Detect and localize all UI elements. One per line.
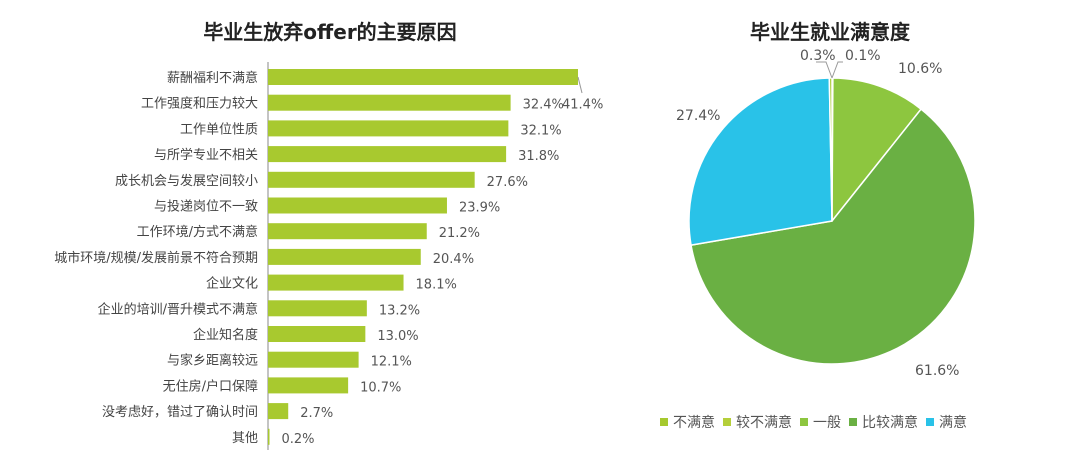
category-label: 无住房/户口保障 — [163, 378, 258, 394]
pie-chart: 0.1% 10.6% 61.6% 27.4% 0.3% — [676, 48, 976, 379]
bar — [268, 248, 421, 265]
bar — [268, 351, 359, 368]
legend-item: 比较满意 — [849, 412, 918, 432]
category-label: 城市环境/规模/发展前景不符合预期 — [54, 250, 258, 266]
data-label: 13.0% — [377, 329, 418, 344]
data-label: 41.4% — [562, 98, 603, 113]
data-label: 18.1% — [416, 278, 457, 293]
slice-label: 0.3% — [800, 48, 836, 64]
legend-swatch — [849, 418, 857, 426]
pie-slice — [690, 108, 976, 365]
leader-line — [816, 61, 833, 79]
bar-chart-title: 毕业生放弃offer的主要原因 — [203, 20, 457, 44]
data-label: 27.6% — [487, 175, 528, 190]
data-label: 21.2% — [439, 226, 480, 241]
bar — [268, 94, 511, 111]
data-label: 13.2% — [379, 303, 420, 318]
bar — [268, 146, 507, 163]
leader-line — [577, 76, 583, 94]
bar — [268, 171, 475, 188]
category-label: 与家乡距离较远 — [167, 353, 258, 369]
data-label: 32.4% — [523, 98, 564, 113]
legend-label: 比较满意 — [862, 415, 918, 431]
legend-swatch — [926, 418, 934, 426]
slice-label: 61.6% — [915, 363, 959, 379]
category-label: 其他 — [232, 431, 258, 446]
category-label: 薪酬福利不满意 — [167, 70, 258, 86]
legend-label: 不满意 — [673, 415, 715, 431]
bar — [268, 326, 366, 342]
data-label: 12.1% — [371, 355, 412, 370]
category-label: 企业知名度 — [193, 327, 258, 343]
data-label: 32.1% — [520, 123, 561, 138]
bar — [268, 223, 427, 240]
bar — [268, 300, 367, 317]
legend-item: 一般 — [800, 412, 841, 432]
legend-item: 满意 — [926, 412, 967, 432]
category-label: 成长机会与发展空间较小 — [115, 173, 258, 189]
legend-swatch — [723, 418, 731, 426]
legend-label: 满意 — [939, 415, 967, 431]
bar — [268, 274, 404, 291]
bar — [268, 403, 289, 420]
category-label: 工作环境/方式不满意 — [137, 224, 258, 240]
pie-chart-title: 毕业生就业满意度 — [750, 20, 910, 44]
pie-legend: 不满意 较不满意 一般 比较满意 满意 — [660, 412, 967, 432]
bar — [268, 69, 578, 85]
bar-chart: 薪酬福利不满意 41.4% 工作强度和压力较大 32.4% 工作单位性质 32.1% 与所学… — [54, 62, 603, 450]
category-label: 与投递岗位不一致 — [154, 199, 258, 215]
leader-line — [831, 61, 843, 79]
category-label: 没考虑好，错过了确认时间 — [102, 405, 258, 420]
pie-slice — [688, 77, 833, 247]
bar — [268, 197, 447, 214]
bar — [268, 120, 509, 137]
pie-slice — [831, 77, 923, 224]
bar — [268, 377, 349, 394]
data-label: 10.7% — [360, 380, 401, 395]
legend-swatch — [660, 418, 668, 426]
data-label: 2.7% — [300, 406, 333, 421]
legend-label: 较不满意 — [736, 415, 792, 431]
slice-label: 27.4% — [676, 108, 720, 124]
category-label: 企业的培训/晋升模式不满意 — [98, 301, 258, 317]
data-label: 31.8% — [518, 149, 559, 164]
data-label: 20.4% — [433, 252, 474, 267]
data-label: 23.9% — [459, 201, 500, 216]
slice-label: 10.6% — [898, 61, 942, 77]
legend-swatch — [800, 418, 808, 426]
legend-item: 不满意 — [660, 412, 715, 432]
slice-label: 0.1% — [845, 48, 881, 64]
category-label: 与所学专业不相关 — [154, 147, 258, 163]
category-label: 企业文化 — [206, 276, 258, 292]
category-label: 工作单位性质 — [180, 122, 258, 137]
legend-label: 一般 — [813, 415, 841, 431]
data-label: 0.2% — [281, 432, 314, 447]
category-label: 工作强度和压力较大 — [141, 96, 258, 112]
legend-item: 较不满意 — [723, 412, 792, 432]
bar — [268, 428, 270, 445]
